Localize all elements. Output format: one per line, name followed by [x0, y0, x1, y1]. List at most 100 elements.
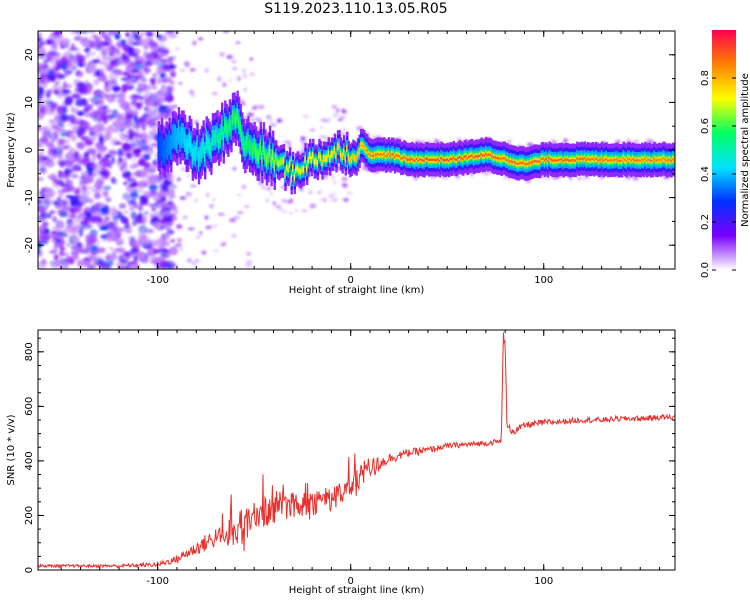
ridge-peak: [665, 159, 669, 163]
ridge-peak: [358, 150, 361, 153]
noise-blob: [91, 189, 99, 193]
ridge-peak: [449, 157, 452, 160]
ridge-peak: [393, 155, 397, 159]
noise-blob: [95, 69, 101, 76]
noise-blob: [217, 75, 223, 78]
ridge-peak: [309, 154, 312, 157]
ridge-peak: [431, 158, 434, 161]
noise-blob: [58, 113, 69, 121]
noise-blob: [121, 142, 131, 151]
ridge-peak: [275, 156, 278, 159]
ridge-peak: [502, 157, 505, 160]
ridge-peak: [170, 146, 173, 149]
ridge-peak: [380, 153, 383, 156]
noise-blob: [123, 134, 130, 138]
noise-blob: [249, 57, 254, 61]
ridge-peak: [359, 144, 363, 147]
noise-blob: [38, 261, 42, 269]
noise-blob: [158, 219, 167, 224]
noise-blob: [551, 139, 557, 143]
colorbar-tick-label: 0.4: [700, 166, 711, 182]
ridge-peak: [673, 158, 675, 162]
ridge-peak: [625, 159, 628, 163]
noise-blob: [179, 196, 187, 200]
ridge-peak: [242, 142, 246, 146]
y-tick-label: -20: [24, 237, 35, 253]
noise-blob: [244, 205, 250, 208]
noise-blob: [88, 198, 94, 204]
noise-blob: [198, 231, 203, 235]
noise-blob: [157, 77, 163, 83]
ridge-peak: [222, 137, 225, 140]
noise-blob: [65, 168, 73, 174]
noise-blob: [111, 178, 118, 185]
noise-blob: [322, 175, 328, 180]
ridge-peak: [253, 145, 256, 149]
noise-blob: [151, 207, 156, 212]
ridge-peak: [361, 144, 364, 147]
noise-blob: [63, 71, 70, 77]
noise-blob: [162, 65, 168, 69]
ridge-peak: [322, 157, 326, 160]
noise-blob: [50, 173, 57, 179]
ridge-peak: [234, 119, 238, 123]
noise-blob: [83, 175, 94, 180]
noise-blob: [204, 68, 210, 73]
ridge-peak: [534, 159, 537, 163]
noise-blob: [141, 131, 147, 140]
noise-blob: [42, 206, 47, 213]
ridge-peak: [196, 146, 199, 150]
noise-blob: [139, 198, 149, 205]
ridge-peak: [454, 158, 457, 161]
ridge-peak: [193, 151, 196, 155]
ridge-peak: [200, 149, 204, 152]
ridge-peak: [204, 153, 207, 156]
ridge-peak: [536, 160, 539, 163]
ridge-peak: [372, 154, 375, 158]
noise-blob: [97, 145, 108, 152]
noise-blob: [318, 135, 323, 139]
ridge-peak: [199, 152, 202, 156]
noise-blob: [80, 135, 90, 142]
ridge-peak: [576, 157, 579, 160]
noise-blob: [114, 32, 121, 40]
ridge-peak: [157, 145, 161, 148]
noise-blob: [100, 156, 110, 163]
ridge-peak: [288, 163, 292, 166]
noise-blob: [342, 127, 346, 131]
noise-blob: [110, 93, 120, 99]
ridge-peak: [648, 158, 652, 162]
noise-blob: [124, 221, 130, 230]
ridge-peak: [350, 158, 354, 161]
noise-blob: [60, 56, 68, 64]
noise-blob: [140, 139, 147, 144]
noise-blob: [63, 99, 68, 108]
noise-blob: [68, 53, 75, 61]
ridge-peak: [654, 159, 658, 162]
noise-blob: [89, 158, 96, 164]
noise-blob: [102, 190, 109, 198]
ridge-peak: [298, 169, 301, 173]
ridge-peak: [468, 155, 471, 158]
ridge-peak: [651, 159, 655, 162]
noise-blob: [286, 200, 293, 204]
ridge-peak: [494, 156, 497, 159]
noise-blob: [293, 208, 299, 213]
ridge-peak: [617, 159, 621, 162]
ridge-peak: [321, 161, 324, 165]
noise-blob: [85, 190, 91, 196]
ridge-peak: [437, 157, 440, 161]
noise-blob: [164, 96, 170, 102]
noise-blob: [118, 103, 127, 108]
noise-blob: [67, 114, 76, 123]
ridge-peak: [281, 160, 284, 163]
noise-blob: [258, 104, 265, 110]
ridge-peak: [569, 159, 573, 162]
ridge-peak: [605, 158, 608, 161]
noise-blob: [38, 102, 45, 110]
noise-blob: [137, 81, 143, 89]
noise-blob: [57, 200, 68, 207]
noise-blob: [149, 190, 158, 196]
noise-blob: [87, 31, 96, 34]
ridge-peak: [367, 152, 371, 156]
